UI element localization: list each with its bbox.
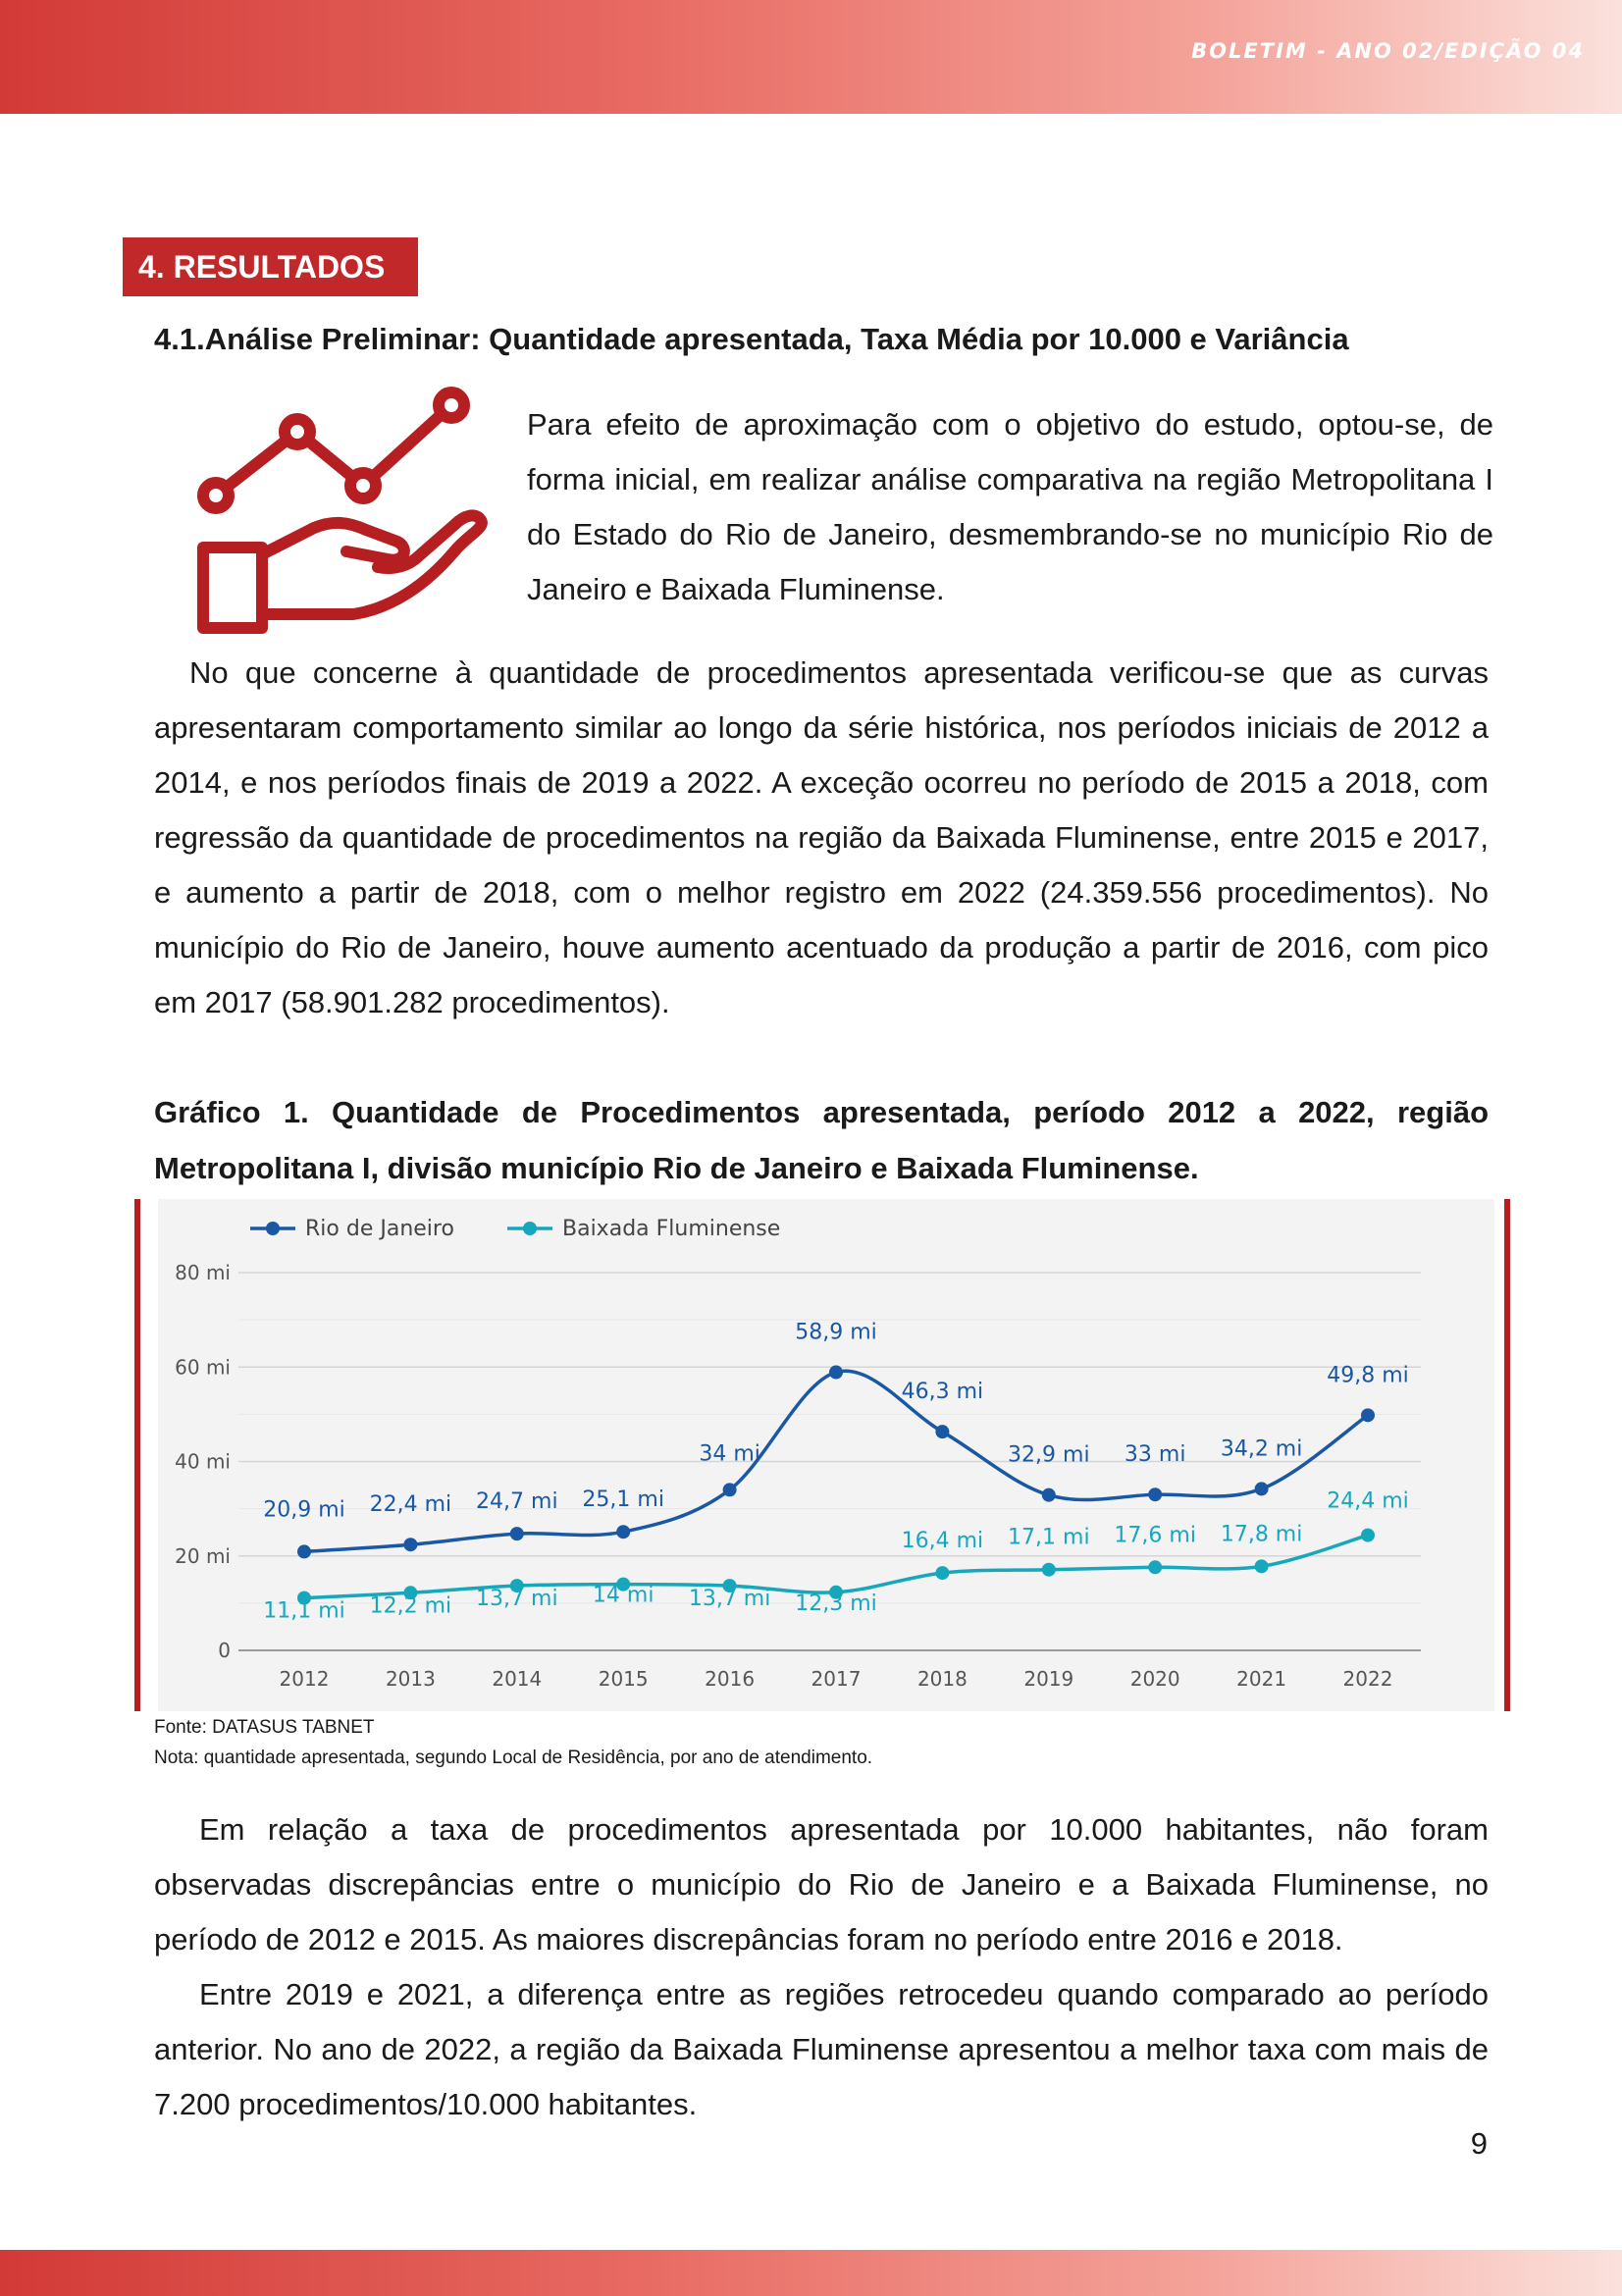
body-paragraph-3: Entre 2019 e 2021, a diferença entre as … — [154, 1977, 1489, 2121]
y-tick-label: 60 mi — [175, 1355, 231, 1379]
data-label: 11,1 mi — [263, 1599, 345, 1624]
x-tick-label: 2012 — [280, 1667, 330, 1691]
intro-paragraph: Para efeito de aproximação com o objetiv… — [527, 407, 1493, 606]
x-tick-label: 2017 — [811, 1667, 862, 1691]
data-point — [1041, 1487, 1056, 1502]
body-paragraph-1: No que concerne à quantidade de procedim… — [154, 655, 1489, 1019]
data-label: 12,3 mi — [795, 1592, 877, 1616]
data-point — [829, 1585, 843, 1599]
x-tick-label: 2021 — [1236, 1667, 1286, 1691]
data-point — [1254, 1559, 1269, 1574]
data-point — [1361, 1408, 1375, 1423]
data-label: 34 mi — [699, 1441, 760, 1466]
data-point — [509, 1579, 524, 1593]
x-tick-label: 2013 — [386, 1667, 436, 1691]
x-tick-label: 2022 — [1343, 1667, 1393, 1691]
data-point — [1361, 1528, 1375, 1542]
figure-note: Nota: quantidade apresentada, segundo Lo… — [154, 1748, 873, 1768]
data-point — [1148, 1560, 1163, 1575]
data-point — [403, 1586, 418, 1600]
y-tick-label: 20 mi — [175, 1544, 231, 1568]
data-point — [616, 1525, 631, 1539]
data-point — [509, 1527, 524, 1541]
x-tick-label: 2016 — [705, 1667, 755, 1691]
data-point — [616, 1577, 631, 1592]
x-tick-label: 2020 — [1130, 1667, 1180, 1691]
line-chart: 0 20 mi 40 mi 60 mi 80 mi 2012 2013 2014 2015 201… — [175, 1217, 1421, 1691]
x-tick-label: 2018 — [917, 1667, 968, 1691]
data-label: 13,7 mi — [689, 1587, 771, 1611]
data-point — [722, 1579, 737, 1593]
data-point — [829, 1365, 843, 1380]
data-label: 24,4 mi — [1327, 1489, 1409, 1514]
data-label: 34,2 mi — [1221, 1436, 1303, 1461]
data-label: 20,9 mi — [263, 1497, 345, 1522]
data-point — [1254, 1482, 1269, 1496]
data-label: 22,4 mi — [370, 1492, 452, 1517]
figure-source: Fonte: DATASUS TABNET — [154, 1717, 375, 1738]
y-tick-label: 80 mi — [175, 1261, 231, 1284]
legend-marker — [266, 1222, 280, 1235]
data-point — [403, 1538, 418, 1552]
data-label: 17,8 mi — [1221, 1522, 1303, 1546]
data-label: 17,6 mi — [1114, 1523, 1196, 1547]
data-label: 13,7 mi — [476, 1587, 558, 1611]
chart-background — [158, 1199, 1494, 1711]
section-subheading: 4.1.Análise Preliminar: Quantidade apres… — [154, 322, 1349, 356]
chart-hand-icon — [191, 383, 496, 638]
page-number: 9 — [1470, 2126, 1488, 2161]
section-badge: 4. RESULTADOS — [123, 237, 418, 296]
data-label: 24,7 mi — [476, 1489, 558, 1514]
figure-caption: Gráfico 1. Quantidade de Procedimentos a… — [154, 1095, 1489, 1185]
header-band: BOLETIM - ANO 02/EDIÇÃO 04 — [0, 0, 1622, 114]
data-point — [722, 1483, 737, 1497]
data-label: 46,3 mi — [902, 1380, 984, 1404]
chart-frame: 0 20 mi 40 mi 60 mi 80 mi 2012 2013 2014 2015 201… — [134, 1199, 1510, 1711]
data-label: 17,1 mi — [1008, 1526, 1090, 1550]
data-point — [935, 1566, 950, 1581]
x-tick-label: 2019 — [1023, 1667, 1073, 1691]
footer-band — [0, 2250, 1622, 2296]
data-point — [1041, 1562, 1056, 1577]
data-label: 33 mi — [1125, 1442, 1186, 1467]
data-label: 16,4 mi — [902, 1529, 984, 1553]
legend-label: Rio de Janeiro — [305, 1217, 454, 1241]
x-tick-label: 2015 — [599, 1667, 649, 1691]
legend-marker — [523, 1222, 537, 1235]
y-tick-label: 40 mi — [175, 1450, 231, 1474]
y-tick-label: 0 — [218, 1639, 231, 1662]
header-title: BOLETIM - ANO 02/EDIÇÃO 04 — [1191, 39, 1585, 63]
data-point — [935, 1425, 950, 1439]
data-point — [297, 1544, 311, 1559]
data-label: 14 mi — [593, 1584, 654, 1608]
data-label: 25,1 mi — [582, 1487, 664, 1512]
data-label: 12,2 mi — [370, 1593, 452, 1618]
data-label: 49,8 mi — [1327, 1363, 1409, 1387]
data-label: 58,9 mi — [795, 1321, 877, 1345]
body-paragraph-2: Em relação a taxa de procedimentos apres… — [154, 1812, 1489, 1957]
data-label: 32,9 mi — [1008, 1443, 1090, 1468]
data-point — [297, 1591, 311, 1605]
x-tick-label: 2014 — [492, 1667, 542, 1691]
data-point — [1148, 1487, 1163, 1502]
legend-label: Baixada Fluminense — [562, 1217, 780, 1241]
